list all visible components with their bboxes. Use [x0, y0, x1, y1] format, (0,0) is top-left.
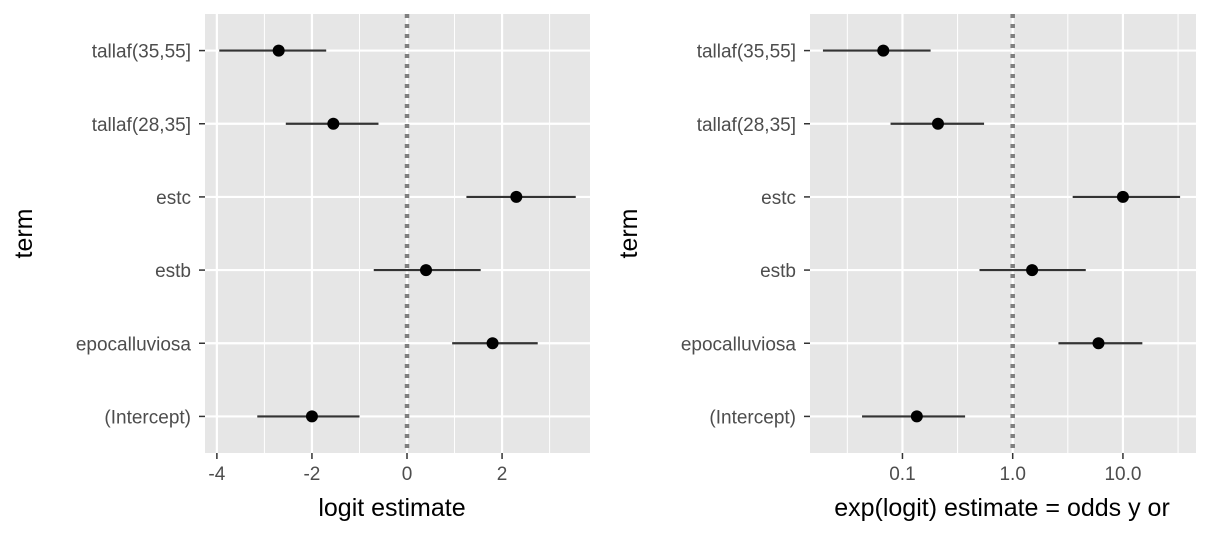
x-tick-label: 0	[402, 464, 413, 485]
y-tick-label: tallaf(35,55]	[92, 42, 191, 63]
panel-background	[205, 14, 590, 453]
estimate-point	[305, 410, 318, 423]
y-tick-label: epocalluviosa	[76, 334, 192, 355]
x-tick-label: 1.0	[999, 464, 1025, 485]
odds-estimate-panel: tallaf(35,55] tallaf(28,35] estc estb epocal…	[615, 14, 1196, 522]
estimate-point	[1116, 190, 1129, 203]
estimate-point	[327, 117, 340, 130]
logit-estimate-panel: tallaf(35,55] tallaf(28,35] estc estb epocal…	[10, 14, 590, 522]
y-tick-label: (Intercept)	[104, 407, 191, 428]
estimate-point	[420, 264, 433, 277]
y-tick-label: epocalluviosa	[681, 334, 797, 355]
y-tick-label: (Intercept)	[709, 407, 796, 428]
x-tick-label: 2	[497, 464, 508, 485]
x-axis-title: logit estimate	[318, 494, 465, 522]
x-tick-label: -2	[303, 464, 320, 485]
estimate-point	[1026, 264, 1039, 277]
y-tick-label: tallaf(28,35]	[697, 115, 796, 136]
estimate-point	[272, 44, 285, 57]
y-axis-title: term	[615, 209, 643, 259]
x-tick-label: -4	[208, 464, 225, 485]
y-tick-label: estb	[155, 261, 191, 282]
y-tick-label: estc	[761, 188, 796, 209]
estimate-point	[910, 410, 923, 423]
estimate-point	[510, 190, 523, 203]
panel-background	[810, 14, 1196, 453]
estimate-point	[877, 44, 890, 57]
estimate-point	[486, 337, 499, 350]
y-tick-label: tallaf(35,55]	[697, 42, 796, 63]
y-tick-label: tallaf(28,35]	[92, 115, 191, 136]
x-tick-label: 0.1	[889, 464, 915, 485]
x-axis-title: exp(logit) estimate = odds y or	[834, 494, 1170, 522]
y-tick-label: estc	[156, 188, 191, 209]
estimate-point	[931, 117, 944, 130]
estimate-point	[1092, 337, 1105, 350]
y-tick-label: estb	[760, 261, 796, 282]
y-axis-title: term	[10, 209, 38, 259]
x-tick-label: 10.0	[1104, 464, 1141, 485]
